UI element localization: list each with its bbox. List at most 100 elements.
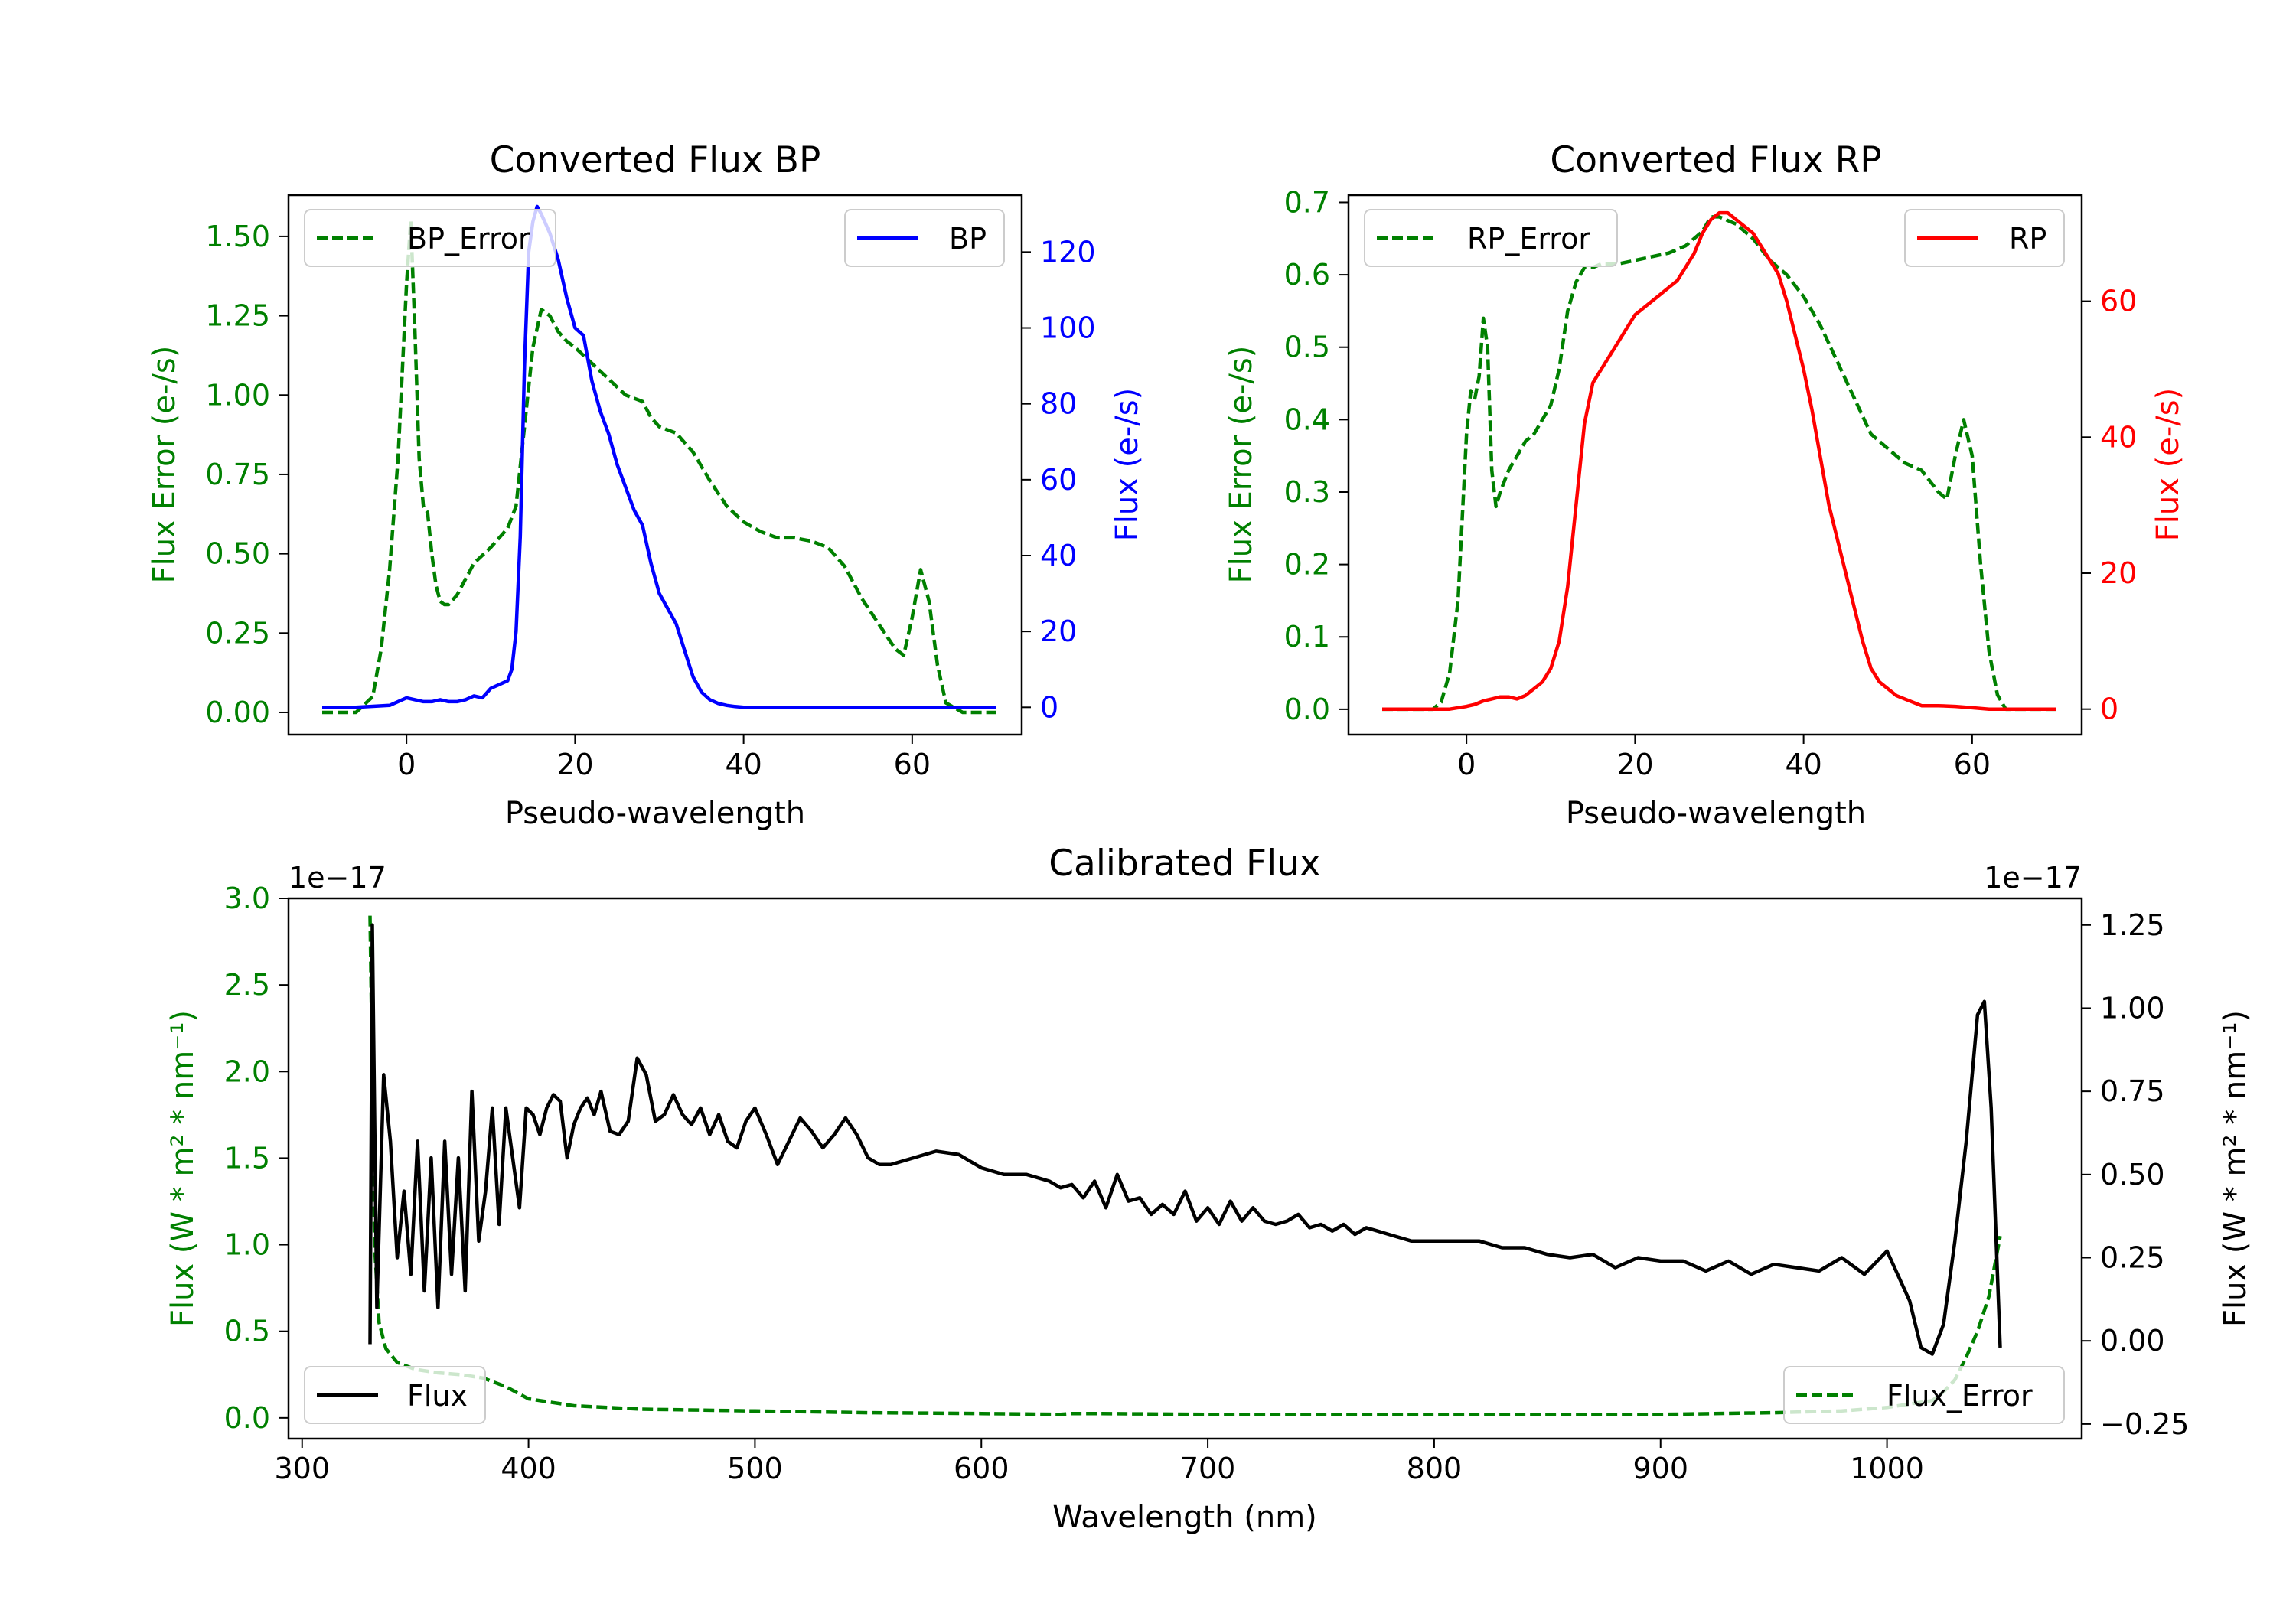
bp-x-tick-label: 0 bbox=[397, 748, 416, 781]
calibrated-x-tick-label: 300 bbox=[274, 1452, 330, 1485]
calibrated-x-label: Wavelength (nm) bbox=[1052, 1500, 1317, 1535]
bp-y-right-tick-label: 100 bbox=[1040, 311, 1096, 345]
rp-x-tick-label: 0 bbox=[1457, 748, 1476, 781]
bp-y-left-tick-label: 0.25 bbox=[205, 616, 270, 650]
bp-plot-lines bbox=[322, 204, 996, 715]
bp-axes-frame bbox=[287, 194, 1023, 736]
calibrated-plot-lines bbox=[368, 915, 2002, 1416]
calibrated-legend-error: Flux_Error bbox=[1783, 1366, 2065, 1424]
rp-y-left-tick-label: 0.4 bbox=[1284, 403, 1330, 436]
calibrated-y-right-tick-label: 0.75 bbox=[2100, 1074, 2165, 1108]
rp-y-left-tick-label: 0.6 bbox=[1284, 258, 1330, 292]
calibrated-y-right-tick-label: −0.25 bbox=[2100, 1407, 2189, 1441]
rp-legend-flux: RP bbox=[1904, 209, 2065, 267]
bp-y-left-tick-label: 0.50 bbox=[205, 537, 270, 571]
bp-y-left-tick-label: 1.00 bbox=[205, 378, 270, 412]
bp-y-right-tick-label: 60 bbox=[1040, 463, 1077, 497]
panel-rp: Converted Flux RP 0 20 40 60 0.0 0.1 0.2 0.3 0.4… bbox=[1224, 139, 2186, 831]
bp-x-tick-label: 40 bbox=[725, 748, 762, 781]
calibrated-y-left-tick-label: 3.0 bbox=[224, 882, 270, 915]
calibrated-axes-frame bbox=[287, 897, 2083, 1440]
rp-y-right-tick-label: 60 bbox=[2100, 285, 2137, 318]
rp-y-left-tick-label: 0.5 bbox=[1284, 331, 1330, 364]
bp-series-bp bbox=[322, 204, 996, 709]
rp-y-left-tick-label: 0.3 bbox=[1284, 475, 1330, 509]
rp-legend-error-label: RP_Error bbox=[1467, 222, 1590, 256]
calibrated-x-tick-label: 1000 bbox=[1850, 1452, 1924, 1485]
calibrated-series-flux-error bbox=[368, 915, 2002, 1416]
calibrated-x-tick-label: 800 bbox=[1407, 1452, 1463, 1485]
calibrated-y-left-tick-label: 0.5 bbox=[224, 1315, 270, 1348]
bp-y-right-label: Flux (e-/s) bbox=[1110, 388, 1145, 541]
bp-y-left-tick-label: 0.75 bbox=[205, 458, 270, 491]
calibrated-offset-left: 1e−17 bbox=[289, 861, 386, 895]
calibrated-y-right-tick-label: 0.50 bbox=[2100, 1158, 2165, 1191]
calibrated-y-right-tick-label: 1.00 bbox=[2100, 991, 2165, 1025]
calibrated-y-right-tick-label: 0.25 bbox=[2100, 1241, 2165, 1275]
rp-legend-error: RP_Error bbox=[1364, 209, 1618, 267]
bp-ticks: 0 20 40 60 0.00 0.25 0.50 0.75 1.00 1.25 1.50 0 20 40… bbox=[205, 220, 1095, 781]
bp-y-right-tick-label: 0 bbox=[1040, 690, 1058, 724]
calibrated-x-tick-label: 500 bbox=[727, 1452, 783, 1485]
bp-y-right-tick-label: 80 bbox=[1040, 387, 1077, 421]
rp-x-tick-label: 20 bbox=[1616, 748, 1653, 781]
bp-title: Converted Flux BP bbox=[490, 139, 821, 181]
calibrated-x-tick-label: 700 bbox=[1180, 1452, 1236, 1485]
calibrated-title: Calibrated Flux bbox=[1049, 843, 1321, 885]
bp-y-left-tick-label: 1.25 bbox=[205, 299, 270, 333]
bp-x-tick-label: 60 bbox=[894, 748, 931, 781]
rp-y-left-tick-label: 0.1 bbox=[1284, 620, 1330, 654]
bp-legend-flux: BP bbox=[844, 209, 1005, 267]
calibrated-x-tick-label: 900 bbox=[1632, 1452, 1688, 1485]
bp-y-left-tick-label: 0.00 bbox=[205, 696, 270, 729]
calibrated-legend-error-label: Flux_Error bbox=[1887, 1379, 2033, 1413]
rp-y-left-tick-label: 0.2 bbox=[1284, 548, 1330, 582]
calibrated-legend-flux: Flux bbox=[304, 1366, 486, 1424]
bp-x-label: Pseudo-wavelength bbox=[505, 796, 805, 831]
rp-y-left-label: Flux Error (e-/s) bbox=[1224, 346, 1259, 584]
calibrated-x-tick-label: 400 bbox=[501, 1452, 556, 1485]
rp-y-right-tick-label: 20 bbox=[2100, 556, 2137, 590]
bp-legend-error-label: BP_Error bbox=[407, 222, 530, 256]
rp-y-left-tick-label: 0.0 bbox=[1284, 693, 1330, 726]
rp-y-right-tick-label: 40 bbox=[2100, 420, 2137, 454]
calibrated-y-left-tick-label: 0.0 bbox=[224, 1401, 270, 1435]
rp-x-tick-label: 60 bbox=[1954, 748, 1991, 781]
bp-y-left-label: Flux Error (e-/s) bbox=[147, 346, 182, 584]
calibrated-offset-right: 1e−17 bbox=[1984, 861, 2082, 895]
calibrated-y-left-tick-label: 1.0 bbox=[224, 1228, 270, 1262]
calibrated-x-tick-label: 600 bbox=[954, 1452, 1009, 1485]
rp-y-right-tick-label: 0 bbox=[2100, 693, 2118, 726]
calibrated-y-left-tick-label: 2.5 bbox=[224, 968, 270, 1002]
rp-legend-flux-label: RP bbox=[2009, 222, 2047, 256]
rp-x-tick-label: 40 bbox=[1785, 748, 1821, 781]
calibrated-y-left-tick-label: 2.0 bbox=[224, 1054, 270, 1088]
rp-axes-frame bbox=[1347, 194, 2083, 736]
rp-ticks: 0 20 40 60 0.0 0.1 0.2 0.3 0.4 0.5 0.6 0.7 0 20 40 60 bbox=[1284, 185, 2138, 781]
panel-calibrated: Calibrated Flux 1e−17 1e−17 300 400 500 600… bbox=[165, 843, 2253, 1535]
calibrated-y-right-tick-label: 1.25 bbox=[2100, 908, 2165, 942]
bp-y-left-tick-label: 1.50 bbox=[205, 220, 270, 253]
bp-legend-flux-label: BP bbox=[949, 222, 987, 256]
bp-series-bp-error bbox=[322, 218, 996, 715]
rp-plot-lines bbox=[1382, 210, 2056, 712]
bp-y-right-tick-label: 20 bbox=[1040, 614, 1077, 648]
calibrated-y-right-label: Flux (W * m² * nm⁻¹) bbox=[2218, 1010, 2253, 1327]
calibrated-y-left-label: Flux (W * m² * nm⁻¹) bbox=[165, 1010, 201, 1327]
calibrated-y-left-tick-label: 1.5 bbox=[224, 1141, 270, 1175]
bp-y-right-tick-label: 120 bbox=[1040, 235, 1096, 269]
calibrated-y-right-tick-label: 0.00 bbox=[2100, 1324, 2165, 1358]
rp-series-rp bbox=[1382, 210, 2056, 711]
rp-y-left-tick-label: 0.7 bbox=[1284, 185, 1330, 219]
rp-x-label: Pseudo-wavelength bbox=[1566, 796, 1866, 831]
calibrated-legend-flux-label: Flux bbox=[407, 1379, 468, 1413]
rp-series-rp-error bbox=[1382, 215, 2056, 712]
calibrated-series-flux bbox=[368, 923, 2002, 1356]
rp-title: Converted Flux RP bbox=[1550, 139, 1881, 181]
calibrated-ticks: 300 400 500 600 700 800 900 1000 0.0 0.5 1.0 1.5 2.0… bbox=[224, 882, 2190, 1485]
bp-legend-error: BP_Error bbox=[304, 209, 556, 267]
bp-x-tick-label: 20 bbox=[556, 748, 593, 781]
panel-bp: Converted Flux BP 0 20 40 60 0.00 0.25 0.50 0.7… bbox=[147, 139, 1145, 831]
bp-y-right-tick-label: 40 bbox=[1040, 539, 1077, 572]
